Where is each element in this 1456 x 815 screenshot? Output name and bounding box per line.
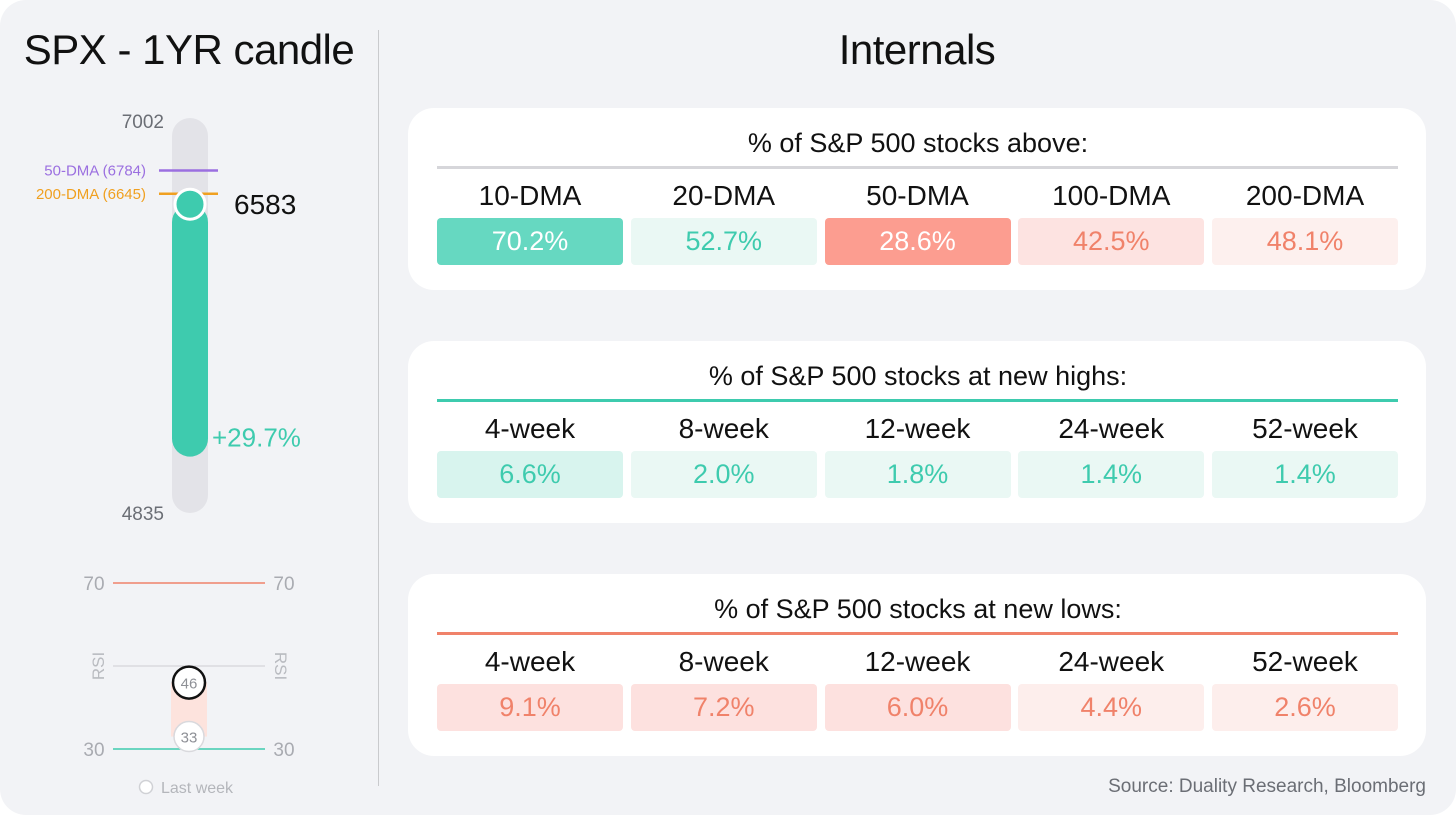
rsi-upper-label-left: 70 <box>83 574 104 595</box>
table-title: % of S&P 500 stocks above: <box>747 128 1089 158</box>
table-column: 20-DMA 52.7% <box>630 174 817 265</box>
column-label: 200-DMA <box>1245 180 1365 211</box>
column-value-cell: 1.8% <box>824 451 1011 498</box>
table-card-new-highs: % of S&P 500 stocks at new highs: 4-week… <box>408 341 1426 523</box>
rsi-previous-label: 33 <box>181 730 198 747</box>
table-title: % of S&P 500 stocks at new highs: <box>708 361 1128 391</box>
table-card-new-lows: % of S&P 500 stocks at new lows: 4-week … <box>408 574 1426 756</box>
candle-body <box>172 204 208 457</box>
table-column: 4-week 9.1% <box>437 640 623 731</box>
table-column: 52-week 2.6% <box>1212 640 1398 731</box>
table-column: 50-DMA 28.6% <box>824 174 1011 265</box>
change-label: +29.7% <box>212 423 301 453</box>
ma-label: 50-DMA (6784) <box>44 163 146 180</box>
column-value-cell: 6.6% <box>437 451 623 498</box>
column-value-cell: 9.1% <box>437 684 623 731</box>
table-column: 8-week 7.2% <box>630 640 817 731</box>
column-value-cell: 2.6% <box>1212 684 1398 731</box>
rsi-lower-label-right: 30 <box>273 740 294 761</box>
low-label: 4835 <box>122 504 164 525</box>
column-label: 12-week <box>864 646 971 677</box>
candle-chart: 50-DMA (6784) 200-DMA (6645) 6583 7002 4835 +… <box>36 112 301 525</box>
table-column: 24-week 4.4% <box>1018 640 1205 731</box>
table-rule <box>437 399 1398 402</box>
close-value-label: 6583 <box>234 189 296 220</box>
table-column: 8-week 2.0% <box>630 407 817 498</box>
column-value-cell: 1.4% <box>1212 451 1398 498</box>
column-label: 4-week <box>484 646 576 677</box>
internals-title: Internals <box>838 26 996 73</box>
rsi-current-label: 46 <box>181 676 198 693</box>
column-value-cell: 28.6% <box>824 218 1011 265</box>
table-column: 10-DMA 70.2% <box>437 174 623 265</box>
ma-label: 200-DMA (6645) <box>36 186 146 203</box>
column-value-cell: 70.2% <box>437 218 623 265</box>
rsi-axis-label-left: RSI <box>89 652 108 680</box>
column-value-cell: 6.0% <box>824 684 1011 731</box>
table-title: % of S&P 500 stocks at new lows: <box>714 594 1122 624</box>
table-column: 200-DMA 48.1% <box>1212 174 1398 265</box>
column-label: 52-week <box>1252 646 1358 677</box>
column-label: 12-week <box>864 413 971 444</box>
column-value-cell: 52.7% <box>630 218 817 265</box>
rsi-upper-label-right: 70 <box>273 574 294 595</box>
panel-divider <box>378 30 379 786</box>
table-card-above-dma: % of S&P 500 stocks above: 10-DMA 70.2% … <box>408 108 1426 290</box>
table-column: 12-week 6.0% <box>824 640 1011 731</box>
column-value-cell: 48.1% <box>1212 218 1398 265</box>
column-value-cell: 2.0% <box>630 451 817 498</box>
column-label: 100-DMA <box>1052 180 1171 211</box>
column-label: 8-week <box>678 413 769 444</box>
column-label: 50-DMA <box>866 180 969 211</box>
source-note: Source: Duality Research, Bloomberg <box>1108 776 1426 797</box>
rsi-lower-label-left: 30 <box>83 740 104 761</box>
column-label: 10-DMA <box>478 180 582 211</box>
close-marker <box>173 187 207 221</box>
table-column: 100-DMA 42.5% <box>1018 174 1205 265</box>
column-label: 24-week <box>1058 413 1165 444</box>
column-value-cell: 42.5% <box>1018 218 1205 265</box>
column-label: 4-week <box>484 413 576 444</box>
column-value-cell: 4.4% <box>1018 684 1205 731</box>
rsi-current-marker <box>171 665 207 700</box>
rsi-chart: 70 70 30 30 RSI RSI 33 46 Last week <box>83 574 294 797</box>
table-columns: 4-week 9.1% 8-week 7.2% 12-week 6.0% 24-… <box>437 640 1398 731</box>
table-column: 52-week 1.4% <box>1212 407 1398 498</box>
rsi-axis-label-right: RSI <box>271 652 290 680</box>
column-label: 20-DMA <box>672 180 776 211</box>
column-label: 24-week <box>1058 646 1165 677</box>
column-value-cell: 7.2% <box>630 684 817 731</box>
legend-label: Last week <box>161 780 234 797</box>
legend-marker <box>138 779 154 795</box>
table-columns: 10-DMA 70.2% 20-DMA 52.7% 50-DMA 28.6% 1… <box>437 174 1398 265</box>
table-rule <box>437 166 1398 169</box>
table-rule <box>437 632 1398 635</box>
high-label: 7002 <box>122 112 164 133</box>
rsi-previous-marker <box>173 720 205 753</box>
table-column: 12-week 1.8% <box>824 407 1011 498</box>
table-column: 4-week 6.6% <box>437 407 623 498</box>
candle-title: SPX - 1YR candle <box>23 26 355 73</box>
column-value-cell: 1.4% <box>1018 451 1205 498</box>
column-label: 8-week <box>678 646 769 677</box>
column-label: 52-week <box>1252 413 1358 444</box>
table-column: 24-week 1.4% <box>1018 407 1205 498</box>
table-columns: 4-week 6.6% 8-week 2.0% 12-week 1.8% 24-… <box>437 407 1398 498</box>
